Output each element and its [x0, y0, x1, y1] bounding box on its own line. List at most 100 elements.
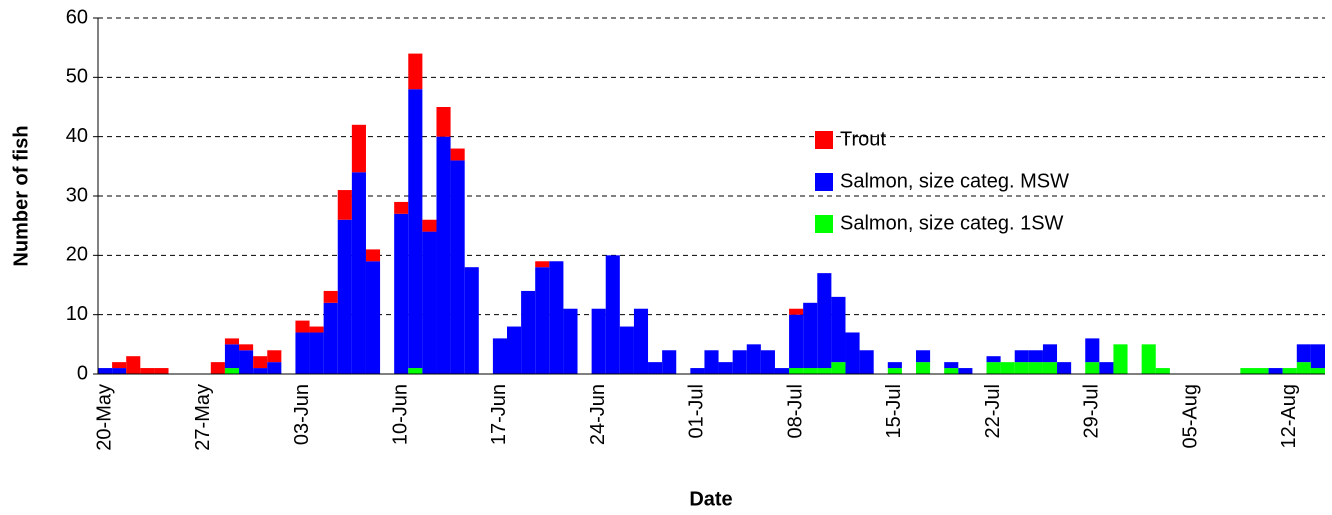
bar-segment [394, 201, 409, 214]
bar-segment [1057, 362, 1072, 374]
bar-segment [1028, 362, 1043, 374]
bar-segment [760, 350, 775, 374]
bar-segment [1310, 368, 1325, 374]
x-tick-label: 27-May [192, 384, 214, 451]
bar-segment [422, 219, 437, 232]
bar-segment [633, 308, 649, 374]
bar-segment [521, 290, 536, 374]
bar-segment [1099, 362, 1114, 374]
bar-segment [944, 362, 959, 369]
y-tick-label: 40 [66, 125, 88, 147]
bar-segment [436, 107, 451, 137]
bar-segment [295, 332, 310, 374]
bar-segment [591, 308, 606, 374]
bar-segment [732, 350, 747, 374]
bar-segment [1042, 344, 1058, 363]
bar-segment [944, 368, 959, 374]
x-tick-label: 17-Jun [488, 384, 510, 445]
bar-segment [690, 368, 705, 374]
bar-segment [224, 368, 240, 374]
bar-segment [549, 261, 564, 374]
bar-segment [817, 273, 832, 369]
x-tick-label: 10-Jun [390, 384, 412, 445]
bar-segment [1254, 368, 1269, 374]
x-tick-label: 05-Aug [1179, 384, 1201, 449]
bar-segment [295, 320, 310, 333]
bar-segment [267, 362, 282, 374]
x-tick-label: 24-Jun [587, 384, 609, 445]
bar-segment [1014, 350, 1029, 363]
x-tick-label: 15-Jul [883, 384, 905, 438]
x-tick-label: 12-Aug [1278, 384, 1300, 449]
bar-segment [323, 290, 338, 303]
bar-segment [831, 296, 846, 363]
bar-segment [239, 350, 254, 374]
bar-segment [224, 338, 240, 345]
bar-segment [450, 160, 465, 374]
bar-segment [337, 219, 352, 374]
x-tick-label: 29-Jul [1081, 384, 1103, 438]
bar-segment [746, 344, 761, 374]
bar-segment [1268, 368, 1283, 374]
bar-segment [507, 326, 522, 374]
bar-segment [408, 53, 423, 90]
legend-swatch [815, 131, 833, 149]
x-tick-label: 03-Jun [291, 384, 313, 445]
y-axis-title: Number of fish [10, 125, 32, 266]
bar-segment [535, 267, 550, 374]
bar-segment [1085, 362, 1100, 374]
bar-segment [831, 362, 846, 374]
bar-segment [351, 124, 366, 173]
bar-segment [239, 344, 254, 351]
y-tick-label: 20 [66, 244, 88, 266]
y-tick-label: 0 [77, 362, 88, 384]
bar-segment [267, 350, 282, 363]
bar-segment [365, 249, 381, 262]
x-tick-label: 01-Jul [686, 384, 708, 438]
bar-segment [887, 368, 902, 374]
x-tick-label: 20-May [93, 384, 115, 451]
y-tick-label: 50 [66, 66, 88, 88]
bar-segment [916, 362, 931, 374]
bar-segment [1000, 362, 1015, 374]
bar-segment [394, 213, 409, 374]
bar-segment [112, 362, 127, 369]
bar-segment [210, 362, 225, 374]
bar-segment [563, 308, 578, 374]
legend-swatch [815, 173, 833, 191]
bar-segment [351, 172, 366, 374]
y-tick-label: 30 [66, 184, 88, 206]
bar-segment [916, 350, 931, 363]
bar-segment [1014, 362, 1029, 374]
bar-segment [1155, 368, 1170, 374]
bar-segment [1042, 362, 1058, 374]
bar-segment [817, 368, 832, 374]
bar-segment [408, 368, 423, 374]
bar-segment [436, 136, 451, 374]
bar-segment [253, 356, 268, 369]
bar-segment [789, 308, 804, 315]
bar-segment [422, 231, 437, 374]
bar-segment [492, 338, 507, 374]
bar-segment [648, 362, 663, 374]
bar-segment [986, 356, 1001, 363]
y-tick-label: 10 [66, 303, 88, 325]
bar-segment [464, 267, 479, 374]
bar-segment [323, 302, 338, 374]
bar-segment [1113, 344, 1128, 374]
legend-label: Salmon, size categ. 1SW [840, 212, 1064, 234]
bar-segment [803, 368, 818, 374]
bar-segment [1141, 344, 1156, 374]
bar-segment [789, 314, 804, 369]
bar-segment [309, 326, 324, 333]
bar-segment [619, 326, 634, 374]
bar-segment [408, 89, 423, 369]
bar-segment [253, 368, 268, 374]
x-tick-label: 08-Jul [784, 384, 806, 438]
bar-segment [309, 332, 324, 374]
bar-segment [450, 148, 465, 161]
bar-segment [803, 302, 818, 369]
bar-segment [337, 190, 352, 220]
legend-label: Trout [840, 128, 886, 150]
